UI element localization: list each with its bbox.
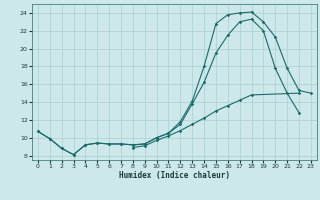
X-axis label: Humidex (Indice chaleur): Humidex (Indice chaleur) (119, 171, 230, 180)
